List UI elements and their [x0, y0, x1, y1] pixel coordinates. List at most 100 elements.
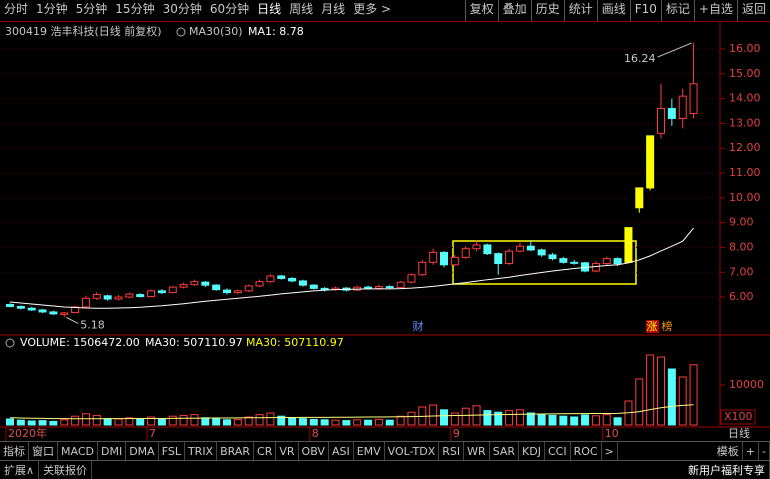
- volume-bar: [689, 364, 698, 426]
- volume-bar: [6, 418, 14, 426]
- period-tab[interactable]: 60分钟: [209, 2, 250, 16]
- tab-button[interactable]: 模板: [714, 442, 743, 460]
- indicator-tab[interactable]: MACD: [58, 442, 98, 460]
- settings-icon[interactable]: [5, 338, 15, 348]
- indicator-tab[interactable]: ASI: [329, 442, 354, 460]
- indicator-tab[interactable]: VOL-TDX: [385, 442, 440, 460]
- candle-body: [27, 307, 36, 311]
- stock-name: 300419 浩丰科技(日线 前复权): [5, 24, 162, 38]
- tool-button[interactable]: +自选: [693, 0, 737, 21]
- volume-title: VOLUME: 1506472.00: [20, 336, 140, 349]
- rank-marker[interactable]: 榜: [662, 319, 673, 333]
- toolbar: 分时 1分钟 5分钟 15分钟 30分钟 60分钟 日线 周线 月线 更多 > 复权 叠加 历史 统计 画线…: [0, 0, 770, 22]
- volume-bar: [255, 414, 264, 426]
- indicator-tab[interactable]: 窗口: [29, 442, 58, 460]
- volume-bar: [298, 418, 307, 426]
- candle-body: [223, 289, 231, 294]
- volume-bar: [114, 418, 123, 426]
- candle-body: [157, 290, 166, 294]
- indicator-tab[interactable]: ROC: [571, 442, 602, 460]
- period-tab[interactable]: 5分钟: [75, 2, 108, 16]
- y-tick-label: 14.00: [729, 92, 761, 105]
- volume-bar: [277, 415, 286, 426]
- candle-body: [678, 95, 687, 119]
- period-tab[interactable]: 月线: [321, 2, 346, 16]
- y-tick-label: 8.00: [729, 240, 754, 253]
- tool-button[interactable]: 复权: [464, 0, 498, 21]
- volume-bar: [125, 417, 134, 426]
- indicator-tab[interactable]: FSL: [159, 442, 185, 460]
- candle-body: [244, 285, 253, 292]
- tool-button[interactable]: 历史: [530, 0, 564, 21]
- candle-body: [624, 227, 633, 263]
- tool-button[interactable]: 画线: [596, 0, 630, 21]
- period-tab[interactable]: 周线: [289, 2, 314, 16]
- settings-icon[interactable]: [176, 27, 186, 37]
- volume-ma-line: [9, 404, 694, 420]
- candle-body: [114, 296, 123, 300]
- tab-button[interactable]: -: [759, 442, 770, 460]
- indicator-tab[interactable]: CR: [254, 442, 277, 460]
- indicator-tab[interactable]: OBV: [299, 442, 329, 460]
- candle-body: [440, 251, 448, 266]
- candle-body: [515, 245, 524, 252]
- period-tab[interactable]: 30分钟: [162, 2, 202, 16]
- low-annotation: 5.18: [80, 318, 105, 331]
- footer-button[interactable]: 扩展∧: [0, 461, 40, 479]
- volume-bar: [494, 411, 503, 426]
- volume-bar: [342, 420, 351, 426]
- indicator-tab[interactable]: BRAR: [217, 442, 255, 460]
- period-tab[interactable]: 分时: [4, 2, 29, 16]
- candle-body: [689, 83, 698, 115]
- indicator-tab[interactable]: DMA: [126, 442, 159, 460]
- candle-body: [179, 284, 188, 288]
- indicator-tab[interactable]: RSI: [439, 442, 465, 460]
- y-tick-label: 6.00: [729, 290, 754, 303]
- volume-bar: [505, 410, 514, 426]
- volume-bar: [27, 420, 36, 426]
- volume-bar: [440, 409, 448, 426]
- volume-bar: [613, 417, 622, 426]
- indicator-tab[interactable]: KDJ: [519, 442, 545, 460]
- period-tab[interactable]: 1分钟: [36, 2, 68, 16]
- volume-bar: [635, 378, 644, 426]
- tool-button[interactable]: 返回: [736, 0, 770, 21]
- volume-bar: [515, 409, 524, 426]
- volume-bar: [374, 418, 383, 426]
- tool-button[interactable]: 标记: [660, 0, 694, 21]
- indicator-tab[interactable]: DMI: [98, 442, 127, 460]
- volume-bar: [581, 414, 590, 426]
- volume-bar: [190, 414, 199, 426]
- footer: 扩展∧ 关联报价 新用户福利专享: [0, 460, 770, 479]
- tool-button[interactable]: 叠加: [497, 0, 531, 21]
- volume-bar: [49, 420, 58, 426]
- candle-body: [505, 250, 514, 265]
- period-tab[interactable]: 日线: [257, 2, 282, 16]
- tool-button[interactable]: 统计: [563, 0, 597, 21]
- indicator-tab[interactable]: 指标: [0, 442, 29, 460]
- candle-body: [81, 297, 90, 308]
- candle-body: [602, 258, 611, 265]
- period-tab[interactable]: 15分钟: [115, 2, 155, 16]
- volume-bar: [309, 418, 318, 426]
- promo[interactable]: 新用户福利专享: [684, 461, 770, 479]
- tool-button[interactable]: F10: [629, 0, 661, 21]
- x-tick-label: 2020年: [8, 426, 47, 440]
- volume-bar: [16, 419, 25, 426]
- finance-marker[interactable]: 财: [413, 319, 424, 333]
- indicator-tab[interactable]: CCI: [545, 442, 571, 460]
- tab-button[interactable]: +: [743, 442, 760, 460]
- period-tab[interactable]: 更多 >: [353, 2, 392, 16]
- indicator-tab[interactable]: TRIX: [185, 442, 218, 460]
- footer-button[interactable]: 关联报价: [39, 461, 93, 479]
- candle-body: [38, 309, 47, 313]
- candle-body: [298, 280, 307, 286]
- indicator-tab[interactable]: EMV: [354, 442, 385, 460]
- indicator-tab[interactable]: SAR: [490, 442, 520, 460]
- indicator-tab[interactable]: >: [602, 442, 618, 460]
- indicator-tab[interactable]: WR: [464, 442, 490, 460]
- indicator-tab[interactable]: VR: [276, 442, 299, 460]
- volume-bar: [667, 368, 676, 426]
- limit-marker[interactable]: 涨: [647, 320, 658, 333]
